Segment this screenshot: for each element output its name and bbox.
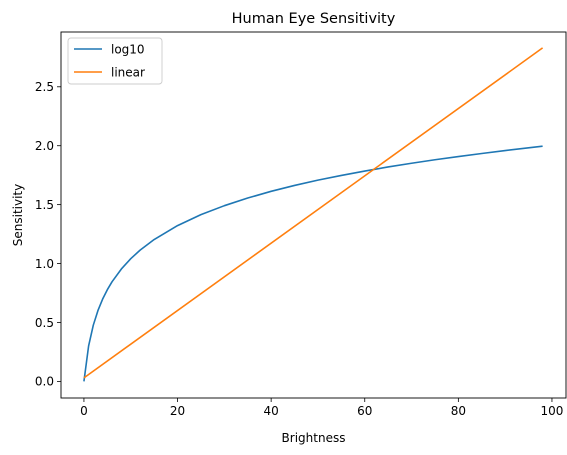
series-line-linear bbox=[83, 47, 544, 379]
x-tick-label: 20 bbox=[170, 404, 185, 418]
y-tick-label: 2.5 bbox=[35, 80, 54, 94]
series-line-log10 bbox=[83, 145, 543, 382]
x-axis-label: Brightness bbox=[282, 431, 346, 445]
legend-label-linear: linear bbox=[111, 66, 145, 80]
legend: log10 linear bbox=[67, 37, 163, 85]
plot-frame bbox=[60, 31, 567, 399]
y-axis: 0.0 0.5 1.0 1.5 2.0 2.5 bbox=[35, 80, 61, 389]
chart-title: Human Eye Sensitivity bbox=[232, 11, 396, 27]
y-tick-label: 0.0 bbox=[35, 375, 54, 389]
y-axis-label: Sensitivity bbox=[11, 184, 25, 246]
legend-label-log10: log10 bbox=[111, 43, 145, 57]
x-tick-label: 80 bbox=[451, 404, 466, 418]
plot-lines bbox=[83, 47, 544, 382]
y-tick-label: 0.5 bbox=[35, 316, 54, 330]
x-tick-label: 0 bbox=[80, 404, 88, 418]
y-tick-label: 1.5 bbox=[35, 198, 54, 212]
y-tick-label: 1.0 bbox=[35, 257, 54, 271]
x-tick-label: 60 bbox=[357, 404, 372, 418]
y-tick-label: 2.0 bbox=[35, 139, 54, 153]
x-axis: 0 20 40 60 80 100 bbox=[80, 398, 563, 418]
x-tick-label: 100 bbox=[541, 404, 564, 418]
x-tick-label: 40 bbox=[264, 404, 279, 418]
